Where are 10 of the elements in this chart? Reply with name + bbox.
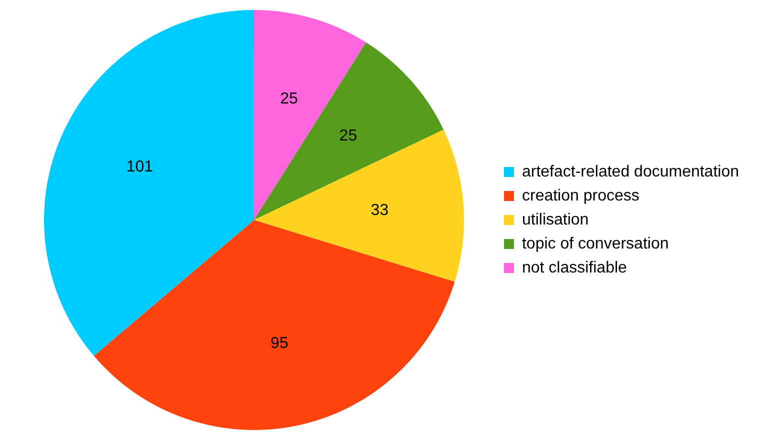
data-label: 33 — [370, 202, 389, 220]
legend-label: artefact-related documentation — [522, 163, 739, 180]
data-label: 95 — [270, 334, 288, 352]
data-label: 25 — [339, 128, 358, 145]
data-label: 101 — [126, 158, 154, 176]
legend-label: not classifiable — [522, 259, 628, 276]
data-label: 25 — [280, 90, 298, 108]
legend-label: creation process — [522, 187, 640, 204]
legend-label: topic of conversation — [522, 235, 669, 252]
legend-label: utilisation — [522, 211, 589, 228]
